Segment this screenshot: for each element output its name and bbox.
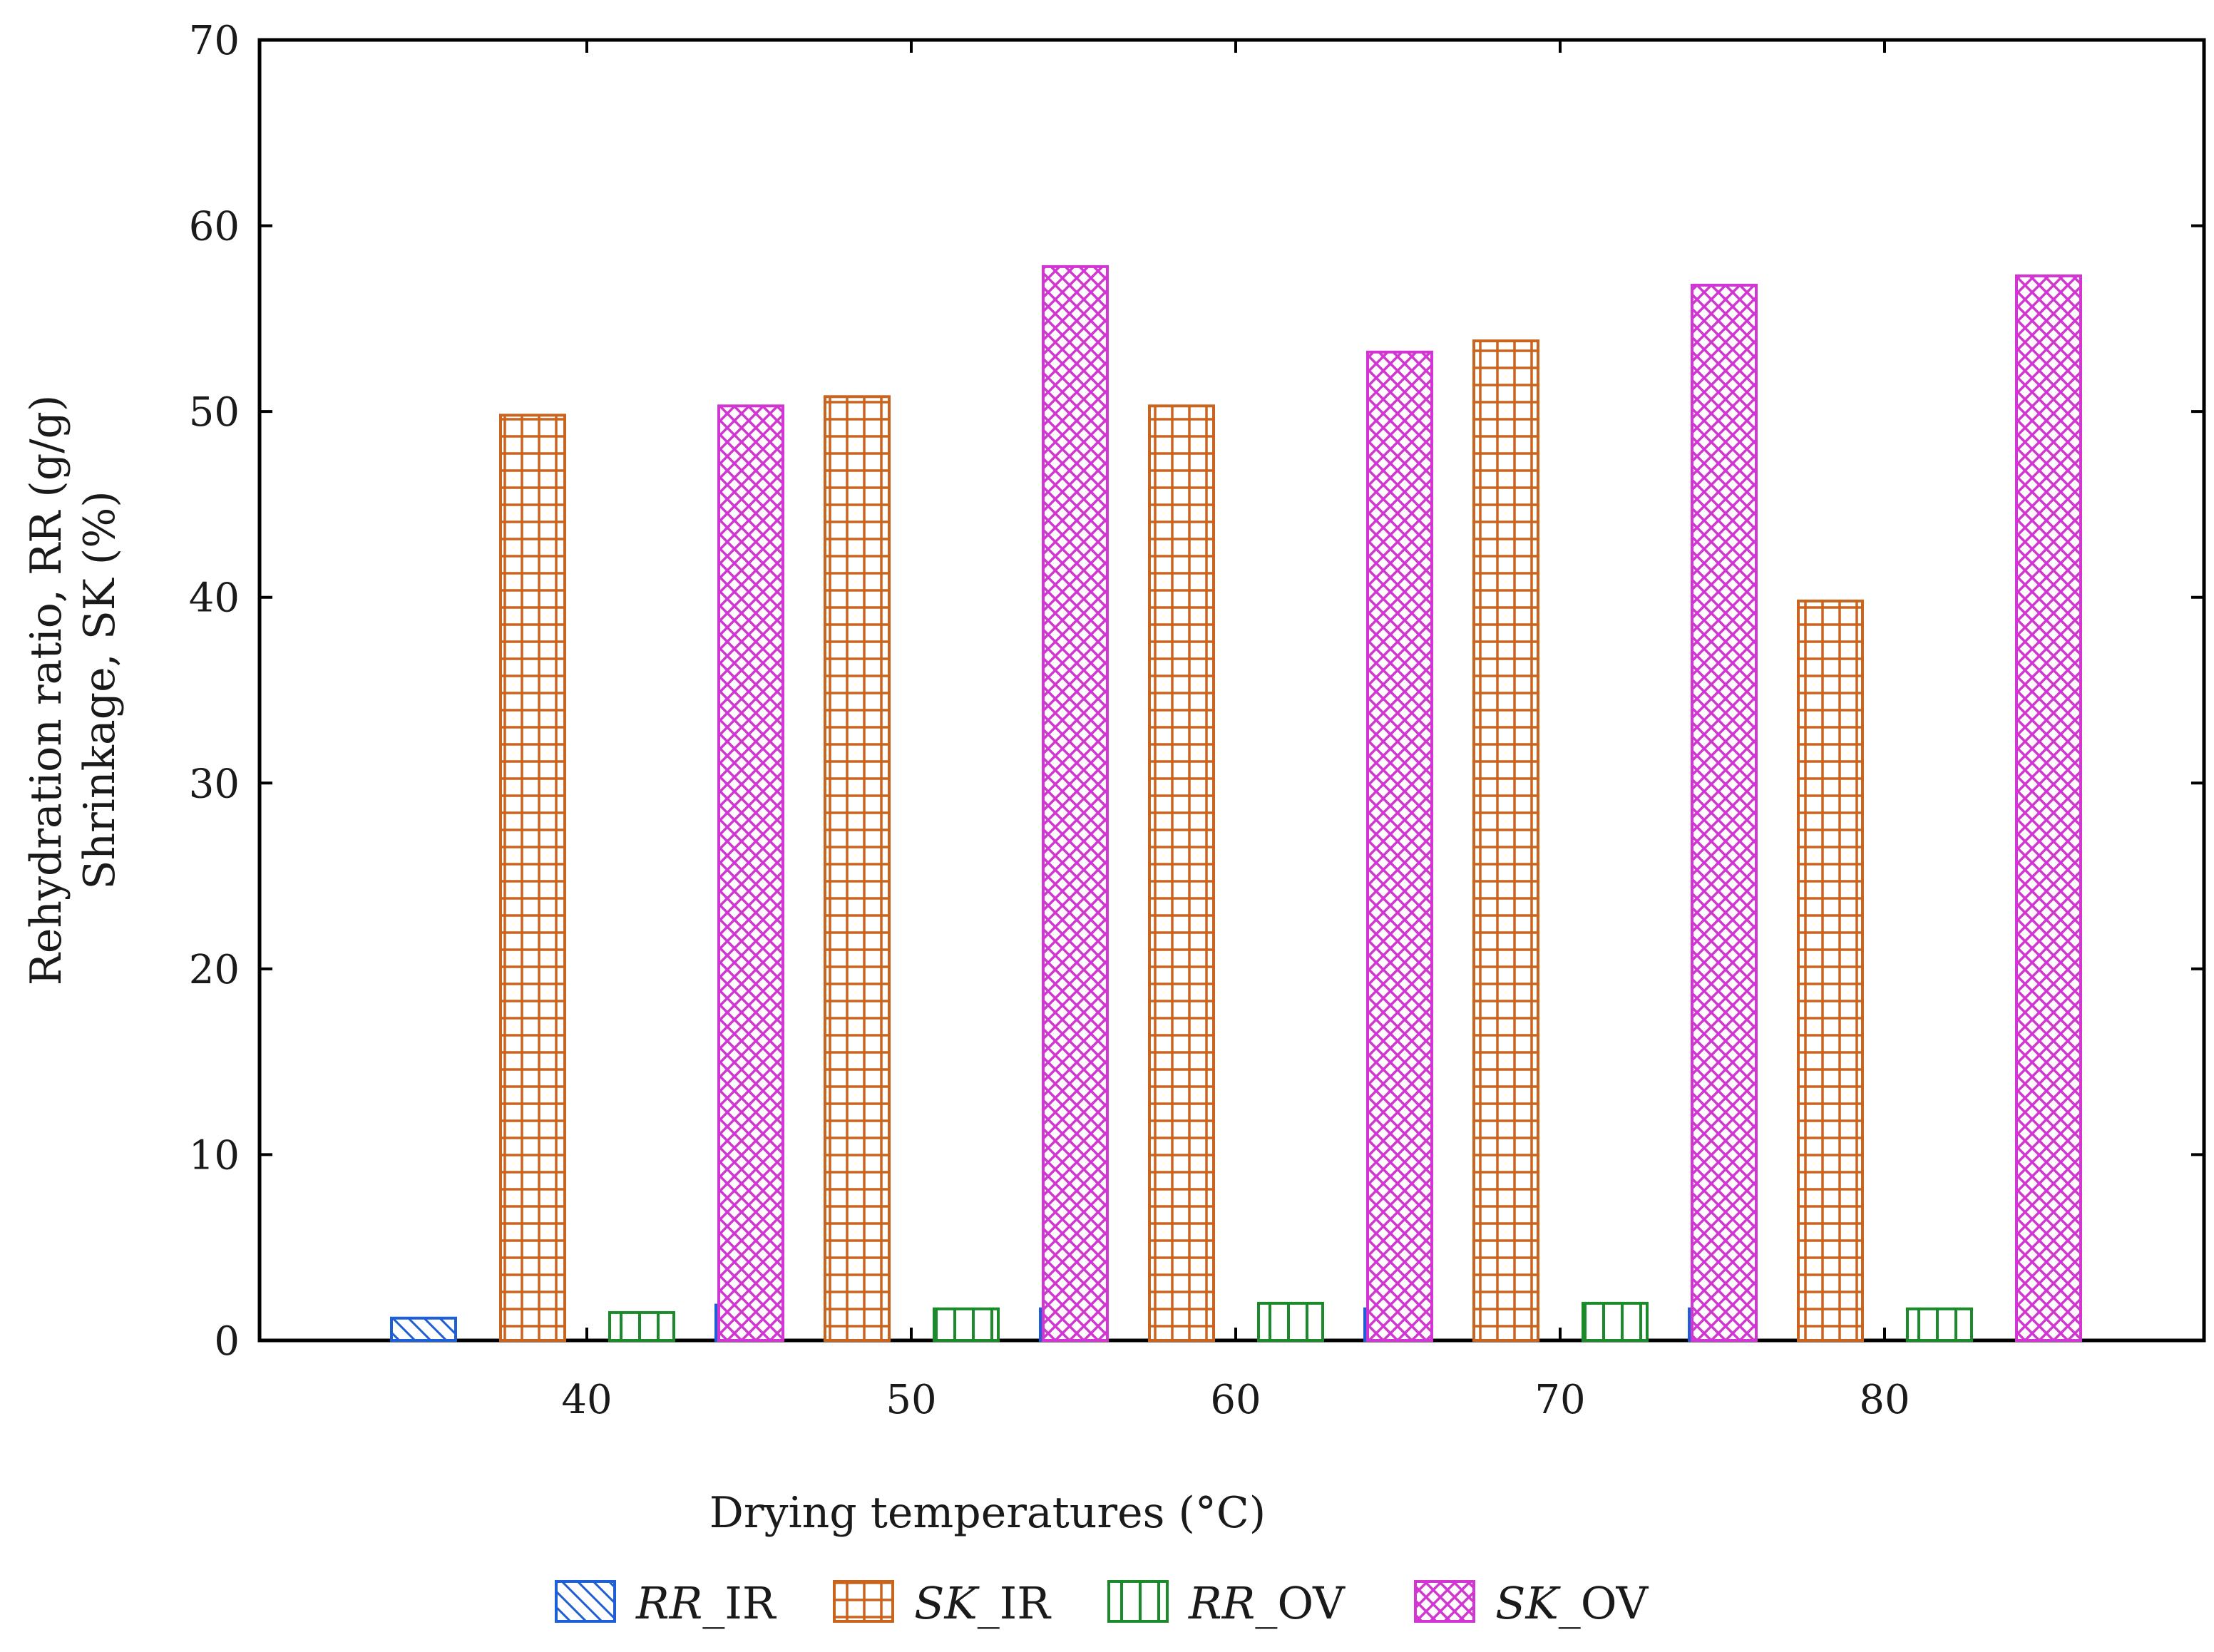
- y-tick-label: 70: [189, 18, 240, 64]
- legend: RR_IR SK_IR RR_OV SK_OV: [555, 1577, 1649, 1629]
- y-tick-label: 20: [189, 947, 240, 993]
- bar-sk-ir-60: [1148, 404, 1215, 1343]
- y-tick-label: 30: [189, 761, 240, 807]
- x-tick-label: 70: [1534, 1377, 1585, 1423]
- bar-rr-ov-80: [1906, 1307, 1973, 1343]
- bar-sk-ov-60: [1366, 350, 1433, 1342]
- legend-swatch-sk-ov: [1414, 1580, 1475, 1623]
- bars-layer: [390, 265, 2082, 1343]
- bar-sk-ir-70: [1472, 339, 1539, 1342]
- plot-frame: [257, 38, 2206, 1343]
- legend-label-sk-ir: SK_IR: [914, 1577, 1052, 1629]
- x-tick-label: 50: [886, 1377, 936, 1423]
- y-axis-title-line1: Rehydration ratio, RR (g/g): [21, 395, 71, 986]
- bar-rr-ir-40: [390, 1316, 457, 1343]
- legend-swatch-rr-ov: [1107, 1580, 1169, 1623]
- legend-label-rr-ir: RR_IR: [635, 1577, 777, 1629]
- x-axis-title: Drying temperatures (°C): [709, 1488, 1266, 1538]
- y-axis-title-line2: Shrinkage, SK (%): [75, 491, 125, 889]
- x-tick-label: 60: [1210, 1377, 1261, 1423]
- legend-label-rest: _IR: [978, 1577, 1052, 1629]
- legend-label-sk-ov: SK_OV: [1495, 1577, 1649, 1629]
- bar-sk-ov-80: [2015, 274, 2082, 1343]
- legend-label-rest: _OV: [1559, 1577, 1649, 1629]
- y-axis: 0 10 20 30 40 50 60 70: [189, 18, 2204, 1365]
- bar-sk-ir-40: [499, 414, 566, 1343]
- bar-rr-ov-40: [608, 1310, 675, 1343]
- bar-rr-ov-70: [1582, 1301, 1649, 1343]
- x-tick-label: 40: [561, 1377, 612, 1423]
- legend-label-rest: _OV: [1255, 1577, 1346, 1629]
- bar-rr-ov-50: [933, 1307, 1000, 1343]
- legend-label-italic: SK: [914, 1577, 980, 1629]
- legend-swatch-sk-ir: [833, 1580, 894, 1623]
- legend-label-rr-ov: RR_OV: [1188, 1577, 1346, 1629]
- plot-area: [257, 38, 2206, 1343]
- legend-label-italic: SK: [1495, 1577, 1561, 1629]
- bar-sk-ov-70: [1691, 283, 1758, 1342]
- legend-label-italic: RR: [635, 1577, 702, 1629]
- x-axis: 40 50 60 70 80: [561, 40, 1910, 1423]
- y-tick-label: 0: [214, 1318, 240, 1365]
- bar-sk-ov-40: [717, 404, 784, 1343]
- bar-rr-ov-60: [1257, 1301, 1324, 1343]
- y-tick-label: 60: [189, 204, 240, 250]
- legend-label-italic: RR: [1188, 1577, 1255, 1629]
- y-tick-label: 50: [189, 389, 240, 436]
- y-tick-label: 40: [189, 575, 240, 622]
- legend-swatch-rr-ir: [555, 1580, 616, 1623]
- bar-sk-ov-50: [1042, 265, 1109, 1343]
- bar-sk-ir-50: [824, 395, 891, 1342]
- x-tick-label: 80: [1859, 1377, 1910, 1423]
- y-tick-label: 10: [189, 1132, 240, 1179]
- legend-label-rest: _IR: [702, 1577, 777, 1629]
- bar-sk-ir-80: [1797, 599, 1864, 1343]
